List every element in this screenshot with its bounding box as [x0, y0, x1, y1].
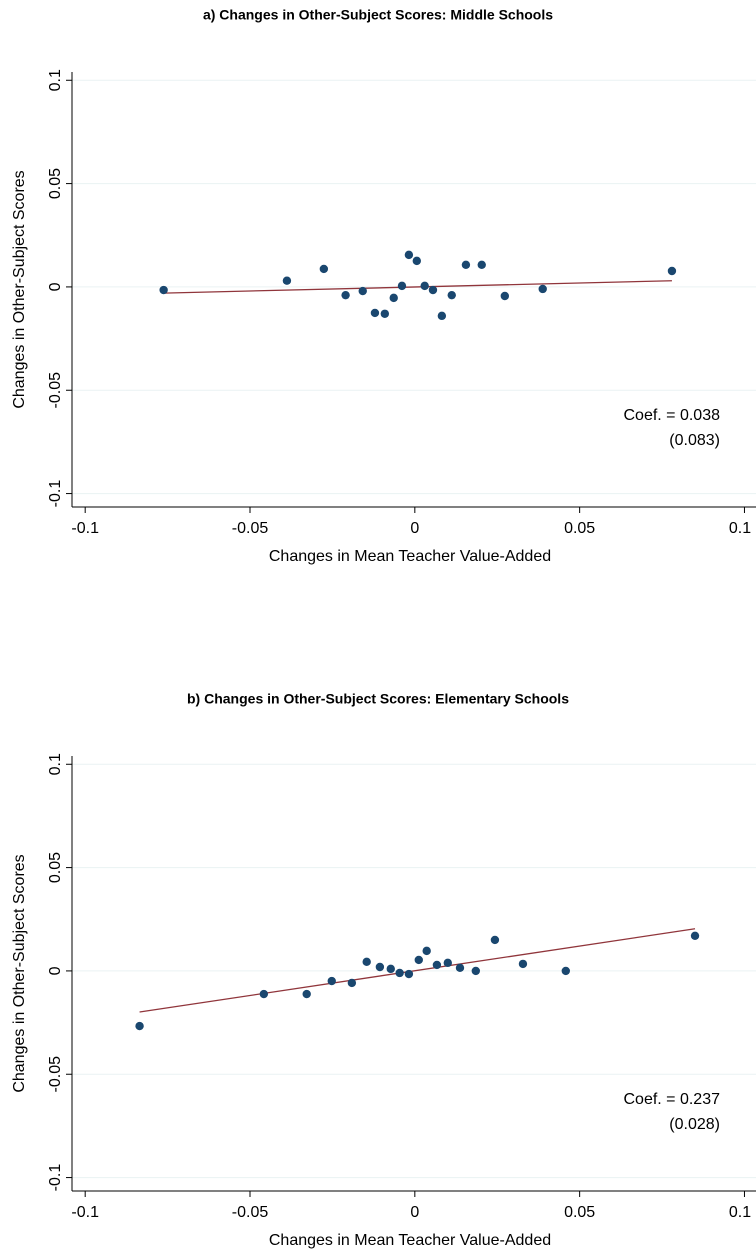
- y-axis-title: Changes in Other-Subject Scores: [11, 170, 28, 408]
- point: [428, 285, 438, 295]
- point: [404, 969, 414, 979]
- x-tick-label: 0.1: [729, 1204, 751, 1221]
- fit-line: [163, 280, 672, 294]
- point: [159, 285, 168, 295]
- point: [690, 931, 700, 940]
- point: [282, 276, 292, 285]
- point: [327, 976, 336, 986]
- point: [420, 281, 429, 291]
- x-axis-title: Changes in Mean Teacher Value-Added: [269, 548, 551, 565]
- point: [461, 260, 471, 270]
- point: [302, 989, 311, 999]
- chart-title: a) Changes in Other-Subject Scores: Midd…: [203, 7, 553, 23]
- x-tick-label: 0: [410, 520, 419, 537]
- x-axis-title: Changes in Mean Teacher Value-Added: [269, 1232, 551, 1249]
- y-tick-label: -0.1: [47, 1164, 64, 1192]
- point: [432, 960, 442, 970]
- annotation: Coef. = 0.038: [623, 407, 720, 424]
- y-tick-label: 0: [47, 966, 64, 975]
- point: [518, 959, 528, 969]
- x-tick-label: 0: [410, 1204, 419, 1221]
- y-tick-label: 0.05: [47, 168, 64, 199]
- point: [358, 286, 367, 296]
- point: [500, 291, 510, 301]
- point: [395, 968, 404, 978]
- y-tick-label: -0.05: [47, 1056, 64, 1093]
- point: [347, 978, 357, 988]
- point: [370, 308, 380, 318]
- point: [490, 935, 500, 945]
- y-tick-label: 0.05: [47, 852, 64, 883]
- x-tick-label: 0.05: [564, 520, 595, 537]
- point: [389, 293, 398, 303]
- point: [397, 281, 407, 291]
- y-tick-label: -0.05: [47, 372, 64, 409]
- fit-line: [139, 928, 696, 1013]
- point: [135, 1021, 144, 1031]
- x-tick-label: -0.1: [71, 520, 99, 537]
- point: [362, 957, 371, 967]
- annotation: Coef. = 0.237: [623, 1091, 720, 1108]
- x-tick-label: 0.05: [564, 1204, 595, 1221]
- point: [538, 284, 547, 294]
- y-tick-label: 0: [47, 282, 64, 291]
- point: [414, 955, 423, 965]
- point: [341, 290, 350, 300]
- chart: b) Changes in Other-Subject Scores: Elem…: [11, 691, 756, 1249]
- point: [422, 946, 431, 956]
- x-tick-label: -0.05: [232, 520, 269, 537]
- point: [443, 958, 452, 968]
- point: [412, 256, 422, 266]
- annotation: (0.083): [669, 432, 720, 449]
- chart-title: b) Changes in Other-Subject Scores: Elem…: [187, 691, 569, 707]
- y-axis-title: Changes in Other-Subject Scores: [11, 854, 28, 1092]
- point: [471, 966, 481, 976]
- point: [404, 250, 414, 260]
- point: [386, 964, 395, 974]
- chart: a) Changes in Other-Subject Scores: Midd…: [11, 7, 756, 565]
- point: [380, 309, 390, 318]
- y-tick-label: 0.1: [47, 753, 64, 775]
- annotation: (0.028): [669, 1116, 720, 1133]
- y-tick-label: 0.1: [47, 69, 64, 91]
- point: [259, 989, 269, 999]
- point: [561, 966, 570, 976]
- y-tick-label: -0.1: [47, 480, 64, 508]
- point: [477, 260, 486, 270]
- point: [447, 290, 456, 300]
- point: [667, 266, 677, 276]
- point: [437, 311, 447, 321]
- x-tick-label: 0.1: [729, 520, 751, 537]
- x-tick-label: -0.05: [232, 1204, 269, 1221]
- point: [319, 264, 329, 274]
- x-tick-label: -0.1: [71, 1204, 99, 1221]
- point: [455, 963, 465, 973]
- point: [375, 962, 385, 972]
